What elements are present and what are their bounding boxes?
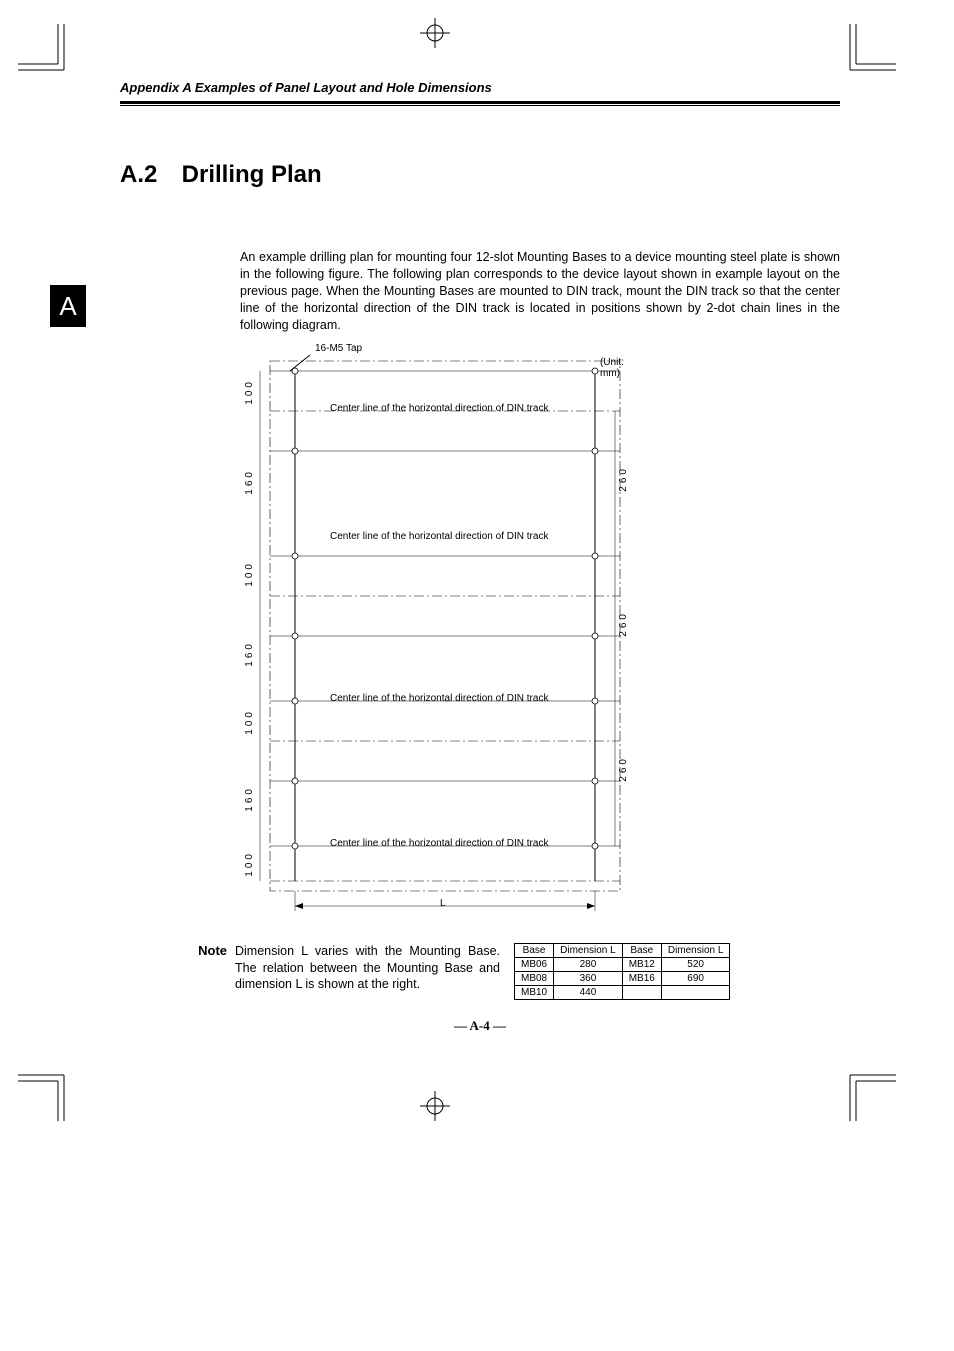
table-row: MB10440 bbox=[515, 986, 730, 1000]
centerline-label-1: Center line of the horizontal direction … bbox=[330, 403, 548, 414]
registration-mark-bottom bbox=[420, 1091, 450, 1126]
right-dim-1: 260 bbox=[618, 611, 629, 637]
th-base-2: Base bbox=[622, 944, 661, 958]
right-dim-2: 260 bbox=[618, 756, 629, 782]
table-header-row: Base Dimension L Base Dimension L bbox=[515, 944, 730, 958]
crop-mark-tl bbox=[18, 24, 78, 84]
crop-mark-bl bbox=[18, 1061, 78, 1121]
left-dim-2: 100 bbox=[244, 561, 255, 587]
running-head: Appendix A Examples of Panel Layout and … bbox=[120, 80, 840, 99]
note-block: Note Dimension L varies with the Mountin… bbox=[120, 943, 840, 1000]
crop-mark-tr bbox=[836, 24, 896, 84]
intro-paragraph: An example drilling plan for mounting fo… bbox=[240, 249, 840, 333]
note-text: Dimension L varies with the Mounting Bas… bbox=[235, 943, 510, 992]
unit-label: (Unit: mm) bbox=[600, 357, 640, 379]
registration-mark-top bbox=[420, 18, 450, 53]
page-number: — A-4 — bbox=[120, 1018, 840, 1034]
tap-label: 16-M5 Tap bbox=[315, 343, 362, 354]
dim-l-label: L bbox=[440, 898, 446, 909]
page-content: Appendix A Examples of Panel Layout and … bbox=[120, 80, 840, 1034]
left-dim-5: 160 bbox=[244, 786, 255, 812]
left-dim-4: 100 bbox=[244, 709, 255, 735]
th-base-1: Base bbox=[515, 944, 554, 958]
section-title-text: Drilling Plan bbox=[182, 161, 322, 188]
dimension-table: Base Dimension L Base Dimension L MB0628… bbox=[514, 943, 730, 1000]
appendix-tab: A bbox=[50, 285, 86, 327]
table-row: MB06280 MB12520 bbox=[515, 958, 730, 972]
section-number: A.2 bbox=[120, 161, 175, 189]
left-dim-0: 100 bbox=[244, 379, 255, 405]
appendix-letter: A bbox=[59, 291, 76, 322]
figure-svg bbox=[240, 351, 640, 921]
header-rule-thin bbox=[120, 105, 840, 106]
left-dim-1: 160 bbox=[244, 469, 255, 495]
left-dim-3: 160 bbox=[244, 641, 255, 667]
drilling-plan-figure: 16-M5 Tap (Unit: mm) Center line of the … bbox=[240, 351, 640, 921]
crop-mark-br bbox=[836, 1061, 896, 1121]
header-rule-thick bbox=[120, 101, 840, 104]
th-diml-1: Dimension L bbox=[554, 944, 623, 958]
section-heading: A.2 Drilling Plan bbox=[120, 161, 840, 189]
centerline-label-3: Center line of the horizontal direction … bbox=[330, 693, 548, 704]
th-diml-2: Dimension L bbox=[661, 944, 730, 958]
note-label: Note bbox=[120, 943, 235, 958]
right-dim-0: 260 bbox=[618, 466, 629, 492]
centerline-label-4: Center line of the horizontal direction … bbox=[330, 838, 548, 849]
centerline-label-2: Center line of the horizontal direction … bbox=[330, 531, 548, 542]
left-dim-6: 100 bbox=[244, 851, 255, 877]
table-row: MB08360 MB16690 bbox=[515, 972, 730, 986]
